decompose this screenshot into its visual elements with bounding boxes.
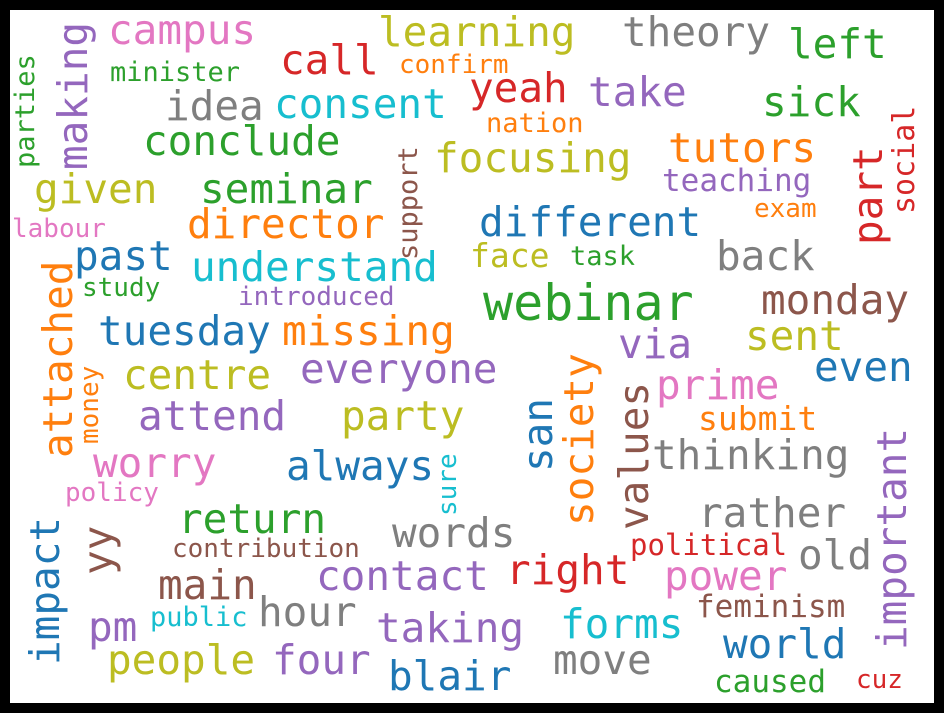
word-social: social bbox=[887, 105, 922, 214]
word-minister: minister bbox=[110, 57, 241, 88]
word-call: call bbox=[280, 36, 379, 84]
word-pm: pm bbox=[88, 603, 138, 651]
word-forms: forms bbox=[560, 600, 684, 648]
word-right: right bbox=[506, 546, 630, 594]
word-blair: blair bbox=[388, 652, 512, 700]
word-values: values bbox=[610, 381, 658, 530]
word-face: face bbox=[470, 236, 550, 275]
word-given: given bbox=[34, 165, 158, 213]
word-attend: attend bbox=[138, 392, 287, 440]
word-tuesday: tuesday bbox=[98, 307, 271, 355]
word-thinking: thinking bbox=[652, 431, 850, 479]
word-contact: contact bbox=[316, 552, 489, 600]
word-political: political bbox=[630, 528, 788, 562]
word-always: always bbox=[286, 442, 435, 490]
word-contribution: contribution bbox=[172, 534, 360, 564]
word-consent: consent bbox=[274, 80, 447, 128]
word-campus: campus bbox=[108, 10, 257, 54]
word-world: world bbox=[723, 620, 847, 668]
word-labour: labour bbox=[12, 214, 106, 244]
word-conclude: conclude bbox=[143, 117, 341, 165]
word-parties: parties bbox=[10, 54, 41, 168]
word-tutors: tutors bbox=[668, 124, 817, 172]
word-four: four bbox=[272, 636, 371, 684]
word-study: study bbox=[82, 273, 161, 303]
word-impact: impact bbox=[21, 516, 69, 665]
word-rather: rather bbox=[698, 489, 847, 537]
word-prime: prime bbox=[656, 361, 780, 409]
word-centre: centre bbox=[123, 351, 272, 399]
word-exam: exam bbox=[754, 194, 817, 224]
word-back: back bbox=[716, 232, 815, 280]
word-making: making bbox=[49, 21, 97, 170]
word-cloud: webinar campus learning theory left maki… bbox=[10, 10, 934, 703]
word-task: task bbox=[570, 241, 636, 272]
word-different: different bbox=[479, 198, 702, 246]
word-cuz: cuz bbox=[856, 665, 903, 695]
word-san: san bbox=[514, 397, 562, 472]
word-attached: attached bbox=[34, 260, 82, 458]
word-policy: policy bbox=[65, 478, 159, 508]
word-main: main bbox=[158, 561, 257, 609]
word-left: left bbox=[788, 20, 887, 68]
word-understand: understand bbox=[191, 243, 438, 291]
word-power: power bbox=[664, 552, 788, 600]
word-past: past bbox=[74, 232, 173, 280]
word-focusing: focusing bbox=[434, 134, 632, 182]
word-important: important bbox=[868, 427, 916, 650]
word-feminism: feminism bbox=[696, 589, 846, 625]
word-sure: sure bbox=[433, 453, 463, 516]
word-society: society bbox=[555, 353, 603, 526]
word-seminar: seminar bbox=[200, 165, 373, 213]
word-nation: nation bbox=[486, 108, 584, 139]
word-move: move bbox=[553, 636, 652, 684]
word-introduced: introduced bbox=[238, 282, 395, 312]
word-submit: submit bbox=[698, 399, 818, 438]
word-confirm: confirm bbox=[399, 50, 509, 80]
word-director: director bbox=[187, 200, 385, 248]
word-worry: worry bbox=[93, 439, 217, 487]
word-party: party bbox=[341, 392, 465, 440]
word-webinar: webinar bbox=[483, 274, 694, 332]
word-yy: yy bbox=[74, 525, 122, 575]
word-everyone: everyone bbox=[300, 345, 498, 393]
word-even: even bbox=[814, 343, 913, 391]
word-hour: hour bbox=[258, 588, 357, 636]
word-take: take bbox=[588, 68, 687, 116]
word-teaching: teaching bbox=[662, 163, 812, 199]
word-old: old bbox=[798, 531, 873, 579]
word-idea: idea bbox=[165, 82, 264, 130]
word-caused: caused bbox=[714, 664, 826, 700]
word-public: public bbox=[150, 602, 248, 633]
word-sent: sent bbox=[745, 312, 844, 360]
word-missing: missing bbox=[282, 307, 455, 355]
word-taking: taking bbox=[376, 604, 525, 652]
word-part: part bbox=[844, 146, 892, 245]
word-people: people bbox=[107, 636, 256, 684]
word-words: words bbox=[392, 509, 516, 557]
word-learning: learning bbox=[378, 10, 576, 56]
word-theory: theory bbox=[622, 10, 771, 56]
word-monday: monday bbox=[761, 276, 910, 324]
word-via: via bbox=[618, 320, 693, 368]
word-return: return bbox=[178, 495, 327, 543]
word-sick: sick bbox=[762, 78, 861, 126]
word-money: money bbox=[75, 365, 105, 444]
word-yeah: yeah bbox=[469, 64, 568, 112]
